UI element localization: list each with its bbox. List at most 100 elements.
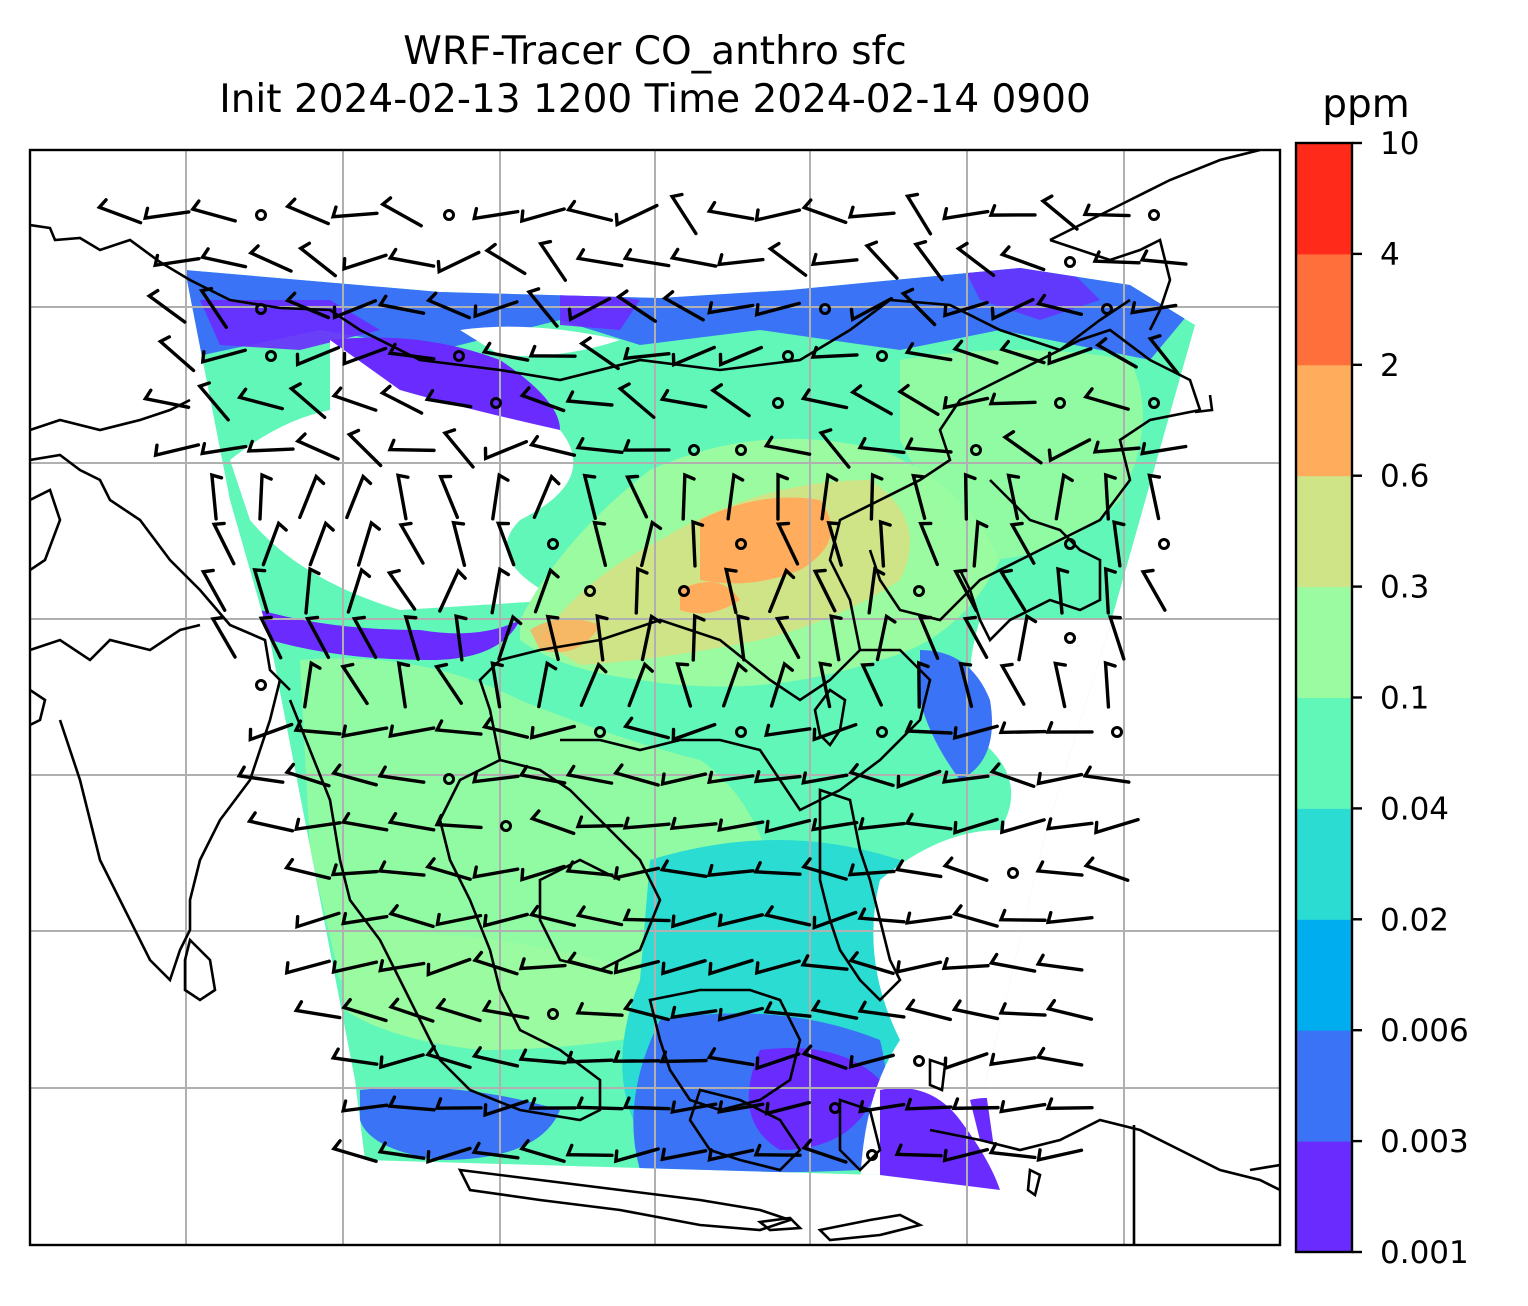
- wind-barb: [763, 435, 812, 456]
- wind-barb: [943, 300, 989, 318]
- wind-barb: [1045, 998, 1094, 1021]
- wind-barb: [904, 812, 953, 831]
- wind-barb: [818, 428, 851, 469]
- wind-barb: [897, 383, 940, 417]
- wind-barb: [895, 960, 943, 974]
- wind-barb: [297, 241, 337, 278]
- wind-barb: [776, 472, 790, 521]
- wind-barb: [622, 908, 671, 923]
- wind-barb: [857, 436, 906, 455]
- wind-barb: [849, 384, 893, 416]
- calm-wind-marker: [688, 444, 700, 456]
- wind-barb: [379, 196, 423, 228]
- wind-barb: [911, 473, 927, 520]
- wind-barb: [387, 342, 436, 361]
- wind-barb: [904, 192, 933, 236]
- wind-barb: [963, 472, 977, 521]
- wind-barb: [308, 520, 335, 567]
- wind-barb: [209, 472, 224, 521]
- wind-barb: [988, 392, 1037, 406]
- wind-barb: [436, 250, 481, 275]
- wind-barb: [755, 1052, 801, 1071]
- wind-barb: [894, 1143, 943, 1158]
- wind-barb: [942, 856, 989, 882]
- wind-barb: [330, 863, 379, 877]
- wind-barb: [998, 568, 1027, 612]
- wind-barb: [801, 198, 848, 225]
- wind-barb: [812, 568, 837, 613]
- calm-wind-marker: [1054, 397, 1066, 409]
- wind-barb: [1035, 860, 1084, 877]
- wind-barb: [1107, 615, 1126, 661]
- colorbar-segment: [1296, 919, 1352, 1031]
- wind-barb: [691, 613, 706, 662]
- wind-barb: [904, 437, 953, 454]
- wind-barb: [294, 817, 342, 832]
- calm-wind-marker: [255, 303, 267, 315]
- wind-barb: [717, 913, 765, 928]
- wind-barb: [998, 1002, 1047, 1017]
- wind-barb: [491, 472, 510, 521]
- wind-barb: [670, 1100, 718, 1114]
- wind-barb: [528, 904, 577, 927]
- colorbar-segment: [1296, 808, 1352, 920]
- calm-wind-marker: [913, 1055, 925, 1067]
- wind-barb: [913, 239, 944, 282]
- map-frame: [28, 148, 1282, 1247]
- wind-barb: [707, 1148, 755, 1162]
- wind-barb: [726, 472, 745, 521]
- wind-barb: [379, 384, 424, 415]
- wind-barb: [622, 816, 671, 830]
- wind-barb: [917, 660, 930, 709]
- wind-barb: [878, 519, 892, 568]
- colorbar-tick-label: 0.006: [1380, 1013, 1469, 1049]
- wind-barb: [378, 1053, 425, 1070]
- wind-barb: [952, 724, 999, 741]
- wind-barb: [340, 662, 369, 706]
- wind-barb: [565, 860, 614, 877]
- wind-barb: [490, 661, 504, 709]
- wind-barb: [1083, 856, 1130, 882]
- calm-wind-marker: [1101, 303, 1113, 315]
- wind-barb: [236, 765, 285, 784]
- wind-barb: [810, 252, 859, 267]
- wind-barb: [801, 1044, 848, 1070]
- wind-barb: [1035, 1046, 1084, 1067]
- wind-barb: [575, 248, 624, 268]
- wind-barb: [1045, 721, 1094, 734]
- calm-wind-marker: [594, 726, 606, 738]
- wind-barb: [999, 818, 1046, 835]
- wind-barb: [387, 438, 436, 453]
- wind-barb: [1045, 910, 1094, 925]
- wind-barb: [1083, 387, 1130, 411]
- wind-barb: [753, 1143, 802, 1157]
- wind-barb: [519, 386, 566, 413]
- wind-barb: [483, 1099, 529, 1118]
- calm-wind-marker: [547, 538, 559, 550]
- calm-wind-marker: [735, 444, 747, 456]
- colorbar-segment: [1296, 475, 1352, 588]
- wind-barb: [142, 388, 191, 409]
- wind-barb: [847, 863, 896, 877]
- wind-barb: [386, 568, 417, 611]
- wind-barb: [917, 615, 940, 660]
- wind-barb: [537, 239, 568, 282]
- wind-barb: [904, 1097, 953, 1111]
- wind-barb: [565, 390, 614, 407]
- wind-barb: [622, 998, 670, 1022]
- wind-barb: [481, 716, 530, 739]
- wind-barb: [575, 437, 624, 455]
- wind-barb: [565, 951, 613, 975]
- wind-barb: [595, 613, 609, 662]
- wind-barb: [801, 1138, 848, 1164]
- wind-barb: [425, 291, 471, 320]
- wind-barb: [435, 997, 482, 1023]
- wind-barb: [999, 245, 1046, 272]
- wind-barb: [709, 383, 751, 418]
- calm-wind-marker: [443, 209, 455, 221]
- wind-barb: [669, 816, 718, 831]
- wind-barb: [634, 566, 649, 615]
- wind-barb: [941, 770, 990, 784]
- wind-barb: [442, 428, 475, 469]
- wind-barb: [528, 434, 577, 457]
